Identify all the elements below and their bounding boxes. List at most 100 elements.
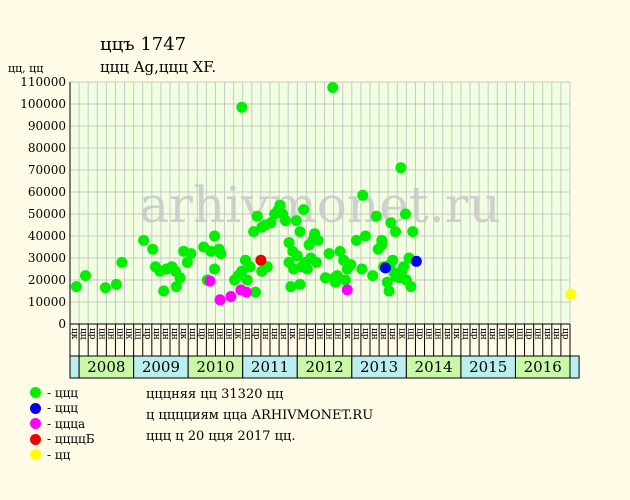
data-point bbox=[215, 248, 227, 260]
year-label: 2012 bbox=[305, 358, 343, 376]
period-label: цн bbox=[533, 328, 543, 340]
period-label: цн bbox=[424, 328, 434, 340]
period-label: цр bbox=[415, 328, 425, 340]
data-point bbox=[319, 272, 331, 284]
chart-subtitle: ццц Ag,ццц XF. bbox=[100, 58, 217, 76]
period-label: цн bbox=[169, 328, 179, 340]
y-tick-label: 70000 bbox=[28, 163, 66, 177]
legend-label: - ццц bbox=[47, 385, 79, 400]
data-point bbox=[312, 234, 324, 246]
period-label: цц bbox=[187, 328, 197, 340]
period-label: цр bbox=[560, 328, 570, 340]
data-point bbox=[116, 256, 128, 268]
data-point bbox=[79, 270, 91, 282]
data-point bbox=[323, 248, 335, 260]
data-point bbox=[327, 82, 339, 93]
data-point bbox=[298, 204, 310, 216]
data-point bbox=[174, 272, 186, 284]
period-label: цн bbox=[205, 328, 215, 340]
data-point bbox=[279, 215, 291, 227]
y-tick-label: 40000 bbox=[28, 229, 66, 243]
data-point bbox=[387, 254, 399, 266]
data-point bbox=[395, 162, 407, 174]
data-point bbox=[251, 210, 263, 222]
data-point bbox=[99, 282, 111, 294]
data-point bbox=[376, 239, 388, 251]
period-label: цц bbox=[242, 328, 252, 340]
legend-label: - ццца bbox=[47, 416, 86, 431]
period-label: цк bbox=[342, 328, 352, 340]
data-point bbox=[225, 291, 237, 302]
year-band bbox=[69, 355, 80, 379]
data-point bbox=[241, 274, 253, 286]
data-point bbox=[407, 226, 419, 238]
data-point bbox=[185, 248, 197, 260]
legend-marker-icon bbox=[30, 433, 41, 445]
period-label: цн bbox=[105, 328, 115, 340]
period-label: цр bbox=[360, 328, 370, 340]
period-label: цц bbox=[351, 328, 361, 340]
y-tick-label: 100000 bbox=[20, 97, 66, 111]
period-label: цн bbox=[269, 328, 279, 340]
period-label: цн bbox=[315, 328, 325, 340]
data-point bbox=[110, 278, 122, 290]
data-point bbox=[204, 275, 216, 287]
period-label: цн bbox=[496, 328, 506, 340]
legend-marker-icon bbox=[30, 449, 41, 461]
period-label: цн bbox=[542, 328, 552, 340]
data-point bbox=[370, 210, 382, 222]
year-label: 2015 bbox=[469, 358, 507, 376]
data-point bbox=[274, 199, 286, 211]
period-label: цк bbox=[178, 328, 188, 340]
y-tick-label: 60000 bbox=[28, 185, 66, 199]
data-point bbox=[565, 288, 577, 300]
legend-item: - цц bbox=[30, 447, 95, 463]
period-label: цц bbox=[133, 328, 143, 340]
legend-item: - ццц bbox=[30, 385, 95, 401]
period-label: цк bbox=[287, 328, 297, 340]
y-tick-label: 0 bbox=[58, 317, 66, 331]
period-label: цн bbox=[224, 328, 234, 340]
data-point bbox=[209, 230, 221, 242]
period-label: цн bbox=[333, 328, 343, 340]
data-point bbox=[294, 278, 306, 290]
data-point bbox=[265, 217, 277, 229]
plot-area bbox=[70, 82, 570, 324]
data-point bbox=[398, 261, 410, 273]
period-label: цк bbox=[505, 328, 515, 340]
y-tick-label: 30000 bbox=[28, 251, 66, 265]
data-point bbox=[214, 294, 226, 306]
y-tick-label: 110000 bbox=[20, 75, 66, 89]
period-label: цн bbox=[115, 328, 125, 340]
notes: цццняя цц 31320 цц ц цццциям цца ARHIVMO… bbox=[146, 384, 373, 447]
period-label: цк bbox=[124, 328, 134, 340]
period-label: цр bbox=[251, 328, 261, 340]
data-point bbox=[236, 265, 248, 277]
data-point bbox=[331, 270, 343, 282]
data-point bbox=[249, 286, 261, 298]
data-point bbox=[383, 285, 395, 297]
data-point bbox=[356, 263, 368, 275]
data-point bbox=[405, 281, 417, 293]
data-point bbox=[244, 261, 256, 273]
year-band bbox=[569, 355, 580, 379]
y-axis-unit: цц, цц bbox=[8, 62, 44, 75]
data-point bbox=[255, 254, 267, 266]
year-label: 2016 bbox=[524, 358, 562, 376]
data-point bbox=[301, 263, 313, 275]
data-point bbox=[138, 234, 150, 246]
period-label: цц bbox=[405, 328, 415, 340]
data-point bbox=[147, 243, 159, 255]
data-point bbox=[240, 286, 252, 298]
year-label: 2008 bbox=[87, 358, 125, 376]
data-point bbox=[290, 215, 302, 227]
period-label: цн bbox=[278, 328, 288, 340]
y-tick-label: 10000 bbox=[28, 295, 66, 309]
period-label: цн bbox=[378, 328, 388, 340]
period-label: цн bbox=[478, 328, 488, 340]
data-point bbox=[70, 281, 82, 293]
data-point bbox=[350, 234, 362, 246]
legend-label: - ццц bbox=[47, 401, 79, 416]
data-point bbox=[381, 276, 393, 288]
legend: - ццц - ццц - ццца - ццццБ - цц bbox=[30, 385, 95, 463]
